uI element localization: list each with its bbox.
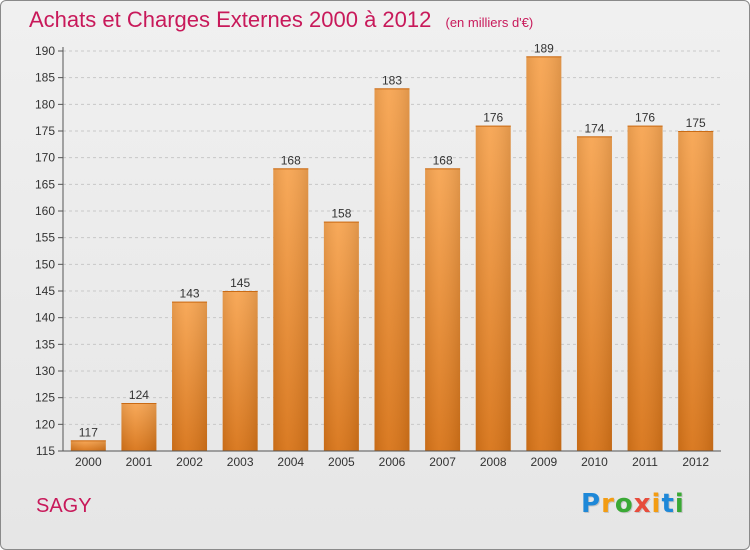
y-tick-label: 140 [35, 311, 55, 325]
bar-shading [323, 221, 359, 451]
y-tick-label: 120 [35, 417, 55, 431]
bar-shading [222, 291, 258, 451]
chart-title: Achats et Charges Externes 2000 à 2012 (… [29, 7, 533, 33]
bar-shading [121, 403, 157, 451]
x-tick-label: 2003 [227, 455, 254, 469]
bar-shading [475, 125, 511, 452]
bar-value-label: 175 [686, 116, 706, 130]
commune-name: SAGY [36, 495, 92, 517]
x-tick-label: 2009 [530, 455, 557, 469]
x-tick-label: 2012 [682, 455, 709, 469]
logo-letter: i [674, 489, 685, 519]
logo-letter: t [661, 489, 675, 519]
bar-value-label: 168 [433, 153, 453, 167]
y-tick-label: 175 [35, 124, 55, 138]
bar-shading [425, 168, 461, 452]
bar-shading [576, 136, 612, 452]
bar-shading [526, 56, 562, 451]
y-tick-label: 165 [35, 177, 55, 191]
x-tick-label: 2005 [328, 455, 355, 469]
bar-value-label: 117 [79, 425, 98, 439]
bar-value-label: 124 [129, 388, 149, 402]
x-tick-label: 2008 [480, 455, 507, 469]
logo-letter: x [633, 489, 652, 519]
x-tick-label: 2011 [632, 455, 658, 469]
logo-letter: o [614, 489, 634, 519]
logo-letter: P [581, 489, 602, 519]
bar-value-label: 189 [534, 41, 554, 55]
x-tick-label: 2006 [379, 455, 406, 469]
bar-shading [627, 125, 663, 452]
bar-value-label: 183 [382, 73, 402, 87]
x-tick-label: 2001 [126, 455, 153, 469]
bar-value-label: 158 [331, 207, 351, 221]
bar-value-label: 176 [635, 111, 655, 125]
logo-letter: i [651, 489, 662, 519]
bar-shading [172, 301, 208, 451]
x-tick-label: 2004 [277, 455, 304, 469]
logo-letter: r [601, 489, 615, 519]
y-tick-label: 130 [35, 364, 55, 378]
bar-shading [678, 131, 714, 451]
x-tick-label: 2002 [176, 455, 203, 469]
y-tick-label: 155 [35, 231, 55, 245]
bar-shading [70, 440, 106, 451]
x-tick-label: 2010 [581, 455, 608, 469]
chart-subtitle: (en milliers d'€) [445, 15, 534, 30]
bar-shading [374, 88, 410, 451]
bar-value-label: 143 [180, 287, 200, 301]
y-tick-label: 125 [35, 391, 55, 405]
x-tick-label: 2000 [75, 455, 102, 469]
bar-value-label: 145 [230, 276, 250, 290]
y-tick-label: 190 [35, 44, 55, 58]
bar-value-label: 174 [584, 121, 604, 135]
y-tick-label: 180 [35, 97, 55, 111]
y-tick-label: 170 [35, 151, 55, 165]
y-tick-label: 135 [35, 337, 55, 351]
y-tick-label: 150 [35, 257, 55, 271]
bar-value-label: 168 [281, 153, 301, 167]
y-tick-label: 160 [35, 204, 55, 218]
x-tick-label: 2007 [429, 455, 456, 469]
chart-title-text: Achats et Charges Externes 2000 à 2012 [29, 7, 432, 32]
bar-value-label: 176 [483, 111, 503, 125]
y-tick-label: 115 [36, 444, 55, 458]
y-tick-label: 145 [35, 284, 55, 298]
x-axis: 2000 2001 2002 2003 2004 2005 2006 2007 2008 2009… [63, 450, 721, 469]
y-axis: 115 120 125 130 135 140 145 150 155 160 165 170 175 1… [35, 44, 64, 458]
proxiti-logo[interactable]: Proxiti [581, 489, 685, 519]
bars: 117 124 143 145 168 158 183 168 176 189 174 176 175 [70, 41, 714, 452]
y-tick-label: 185 [35, 71, 55, 85]
bar-shading [273, 168, 309, 452]
